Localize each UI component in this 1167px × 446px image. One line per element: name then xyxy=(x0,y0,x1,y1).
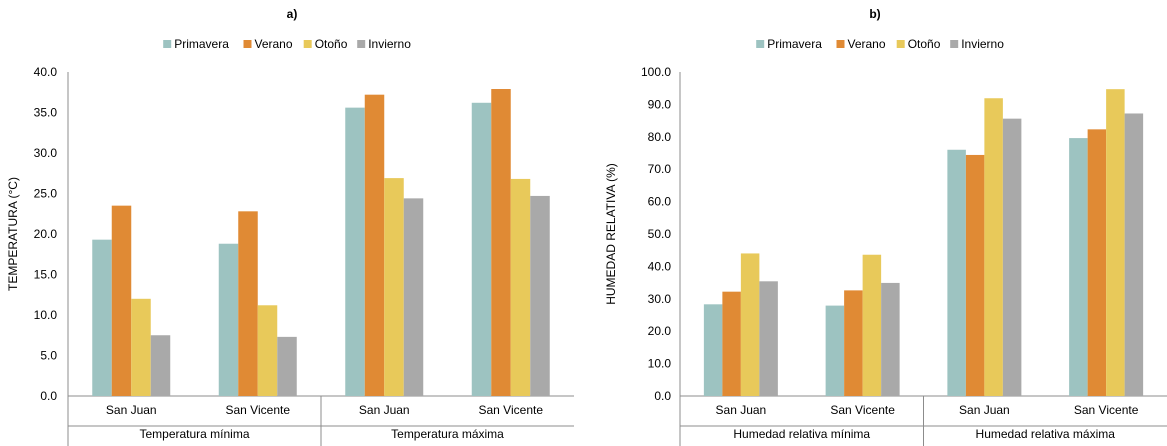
x-category-label: San Vicente xyxy=(226,403,291,417)
y-tick-label: 35.0 xyxy=(34,106,58,120)
y-tick-label: 90.0 xyxy=(648,97,672,111)
chart-title: b) xyxy=(869,7,880,21)
bar-primavera-0 xyxy=(703,304,723,396)
y-tick-label: 20.0 xyxy=(34,227,58,241)
bar-otoño-1 xyxy=(862,254,882,396)
x-category-label: San Vicente xyxy=(830,403,895,417)
x-category-label: San Juan xyxy=(716,403,767,417)
y-tick-label: 0.0 xyxy=(654,389,671,403)
bar-otoño-3 xyxy=(510,178,531,396)
legend-label-0: Primavera xyxy=(767,37,822,51)
bar-verano-1 xyxy=(238,211,258,396)
bar-invierno-3 xyxy=(1124,113,1144,397)
y-tick-label: 40.0 xyxy=(34,65,58,79)
y-tick-label: 40.0 xyxy=(648,259,672,273)
bar-otoño-1 xyxy=(257,305,278,396)
y-tick-label: 20.0 xyxy=(648,324,672,338)
legend-swatch-3 xyxy=(357,40,366,48)
y-tick-label: 80.0 xyxy=(648,130,672,144)
legend-label-2: Otoño xyxy=(315,37,348,51)
bar-verano-3 xyxy=(1087,129,1107,396)
chart-a: a) Primavera Verano Otoño Invierno TEMPERATUR… xyxy=(6,7,574,446)
bar-invierno-2 xyxy=(1002,118,1022,396)
legend-swatch-1 xyxy=(836,40,845,48)
y-tick-label: 50.0 xyxy=(648,227,672,241)
x-group-label: Humedad relativa máxima xyxy=(976,427,1116,441)
x-category-label: San Juan xyxy=(106,403,157,417)
legend-label-0: Primavera xyxy=(174,37,229,51)
bar-otoño-2 xyxy=(384,178,404,396)
legend-label-3: Invierno xyxy=(368,37,411,51)
y-tick-label: 10.0 xyxy=(34,308,58,322)
y-tick-label: 10.0 xyxy=(648,357,672,371)
bar-otoño-3 xyxy=(1106,89,1125,396)
bar-verano-2 xyxy=(965,154,985,396)
bar-invierno-3 xyxy=(530,195,550,396)
y-tick-label: 60.0 xyxy=(648,195,672,209)
x-group-label: Temperatura mínima xyxy=(139,427,249,441)
legend-swatch-0 xyxy=(756,40,765,48)
bar-primavera-0 xyxy=(92,239,112,396)
x-category-label: San Vicente xyxy=(1074,403,1139,417)
x-category-label: San Juan xyxy=(359,403,410,417)
x-group-label: Humedad relativa mínima xyxy=(733,427,870,441)
bar-invierno-1 xyxy=(881,282,900,396)
bar-invierno-0 xyxy=(150,335,171,396)
y-tick-label: 5.0 xyxy=(40,349,57,363)
y-axis-label: HUMEDAD RELATIVA (%) xyxy=(604,163,618,305)
bar-primavera-2 xyxy=(947,149,966,396)
bar-otoño-0 xyxy=(740,253,760,396)
legend-swatch-2 xyxy=(303,40,312,48)
y-tick-label: 70.0 xyxy=(648,162,672,176)
legend-swatch-0 xyxy=(163,40,172,48)
bar-primavera-1 xyxy=(825,305,845,396)
legend-label-3: Invierno xyxy=(961,37,1004,51)
legend-label-2: Otoño xyxy=(908,37,941,51)
y-tick-label: 25.0 xyxy=(34,187,58,201)
bar-primavera-1 xyxy=(218,243,239,396)
bar-verano-0 xyxy=(722,291,741,396)
bar-invierno-2 xyxy=(403,198,424,396)
bar-otoño-0 xyxy=(131,298,151,396)
y-tick-label: 0.0 xyxy=(40,389,57,403)
y-tick-label: 30.0 xyxy=(34,146,58,160)
bar-primavera-3 xyxy=(1069,138,1088,396)
bar-verano-3 xyxy=(491,89,511,396)
x-group-label: Temperatura máxima xyxy=(391,427,504,441)
legend-label-1: Verano xyxy=(848,37,886,51)
legend-swatch-2 xyxy=(896,40,905,48)
y-tick-label: 30.0 xyxy=(648,292,672,306)
bar-verano-2 xyxy=(364,94,385,397)
y-tick-label: 100.0 xyxy=(641,65,671,79)
bar-otoño-2 xyxy=(984,98,1003,396)
y-tick-label: 15.0 xyxy=(34,268,58,282)
x-category-label: San Juan xyxy=(959,403,1010,417)
bar-primavera-3 xyxy=(471,102,492,396)
bar-verano-0 xyxy=(111,205,132,396)
x-category-label: San Vicente xyxy=(479,403,544,417)
bar-primavera-2 xyxy=(345,107,365,396)
chart-b: b) Primavera Verano Otoño Invierno HUMEDAD RE… xyxy=(604,7,1167,446)
chart-title: a) xyxy=(287,7,298,21)
legend-swatch-3 xyxy=(950,40,959,48)
legend-label-1: Verano xyxy=(255,37,293,51)
bar-invierno-1 xyxy=(277,336,297,396)
bar-verano-1 xyxy=(844,290,863,396)
y-axis-label: TEMPERATURA (°C) xyxy=(6,177,20,291)
legend-swatch-1 xyxy=(243,40,252,48)
bar-invierno-0 xyxy=(759,281,778,396)
